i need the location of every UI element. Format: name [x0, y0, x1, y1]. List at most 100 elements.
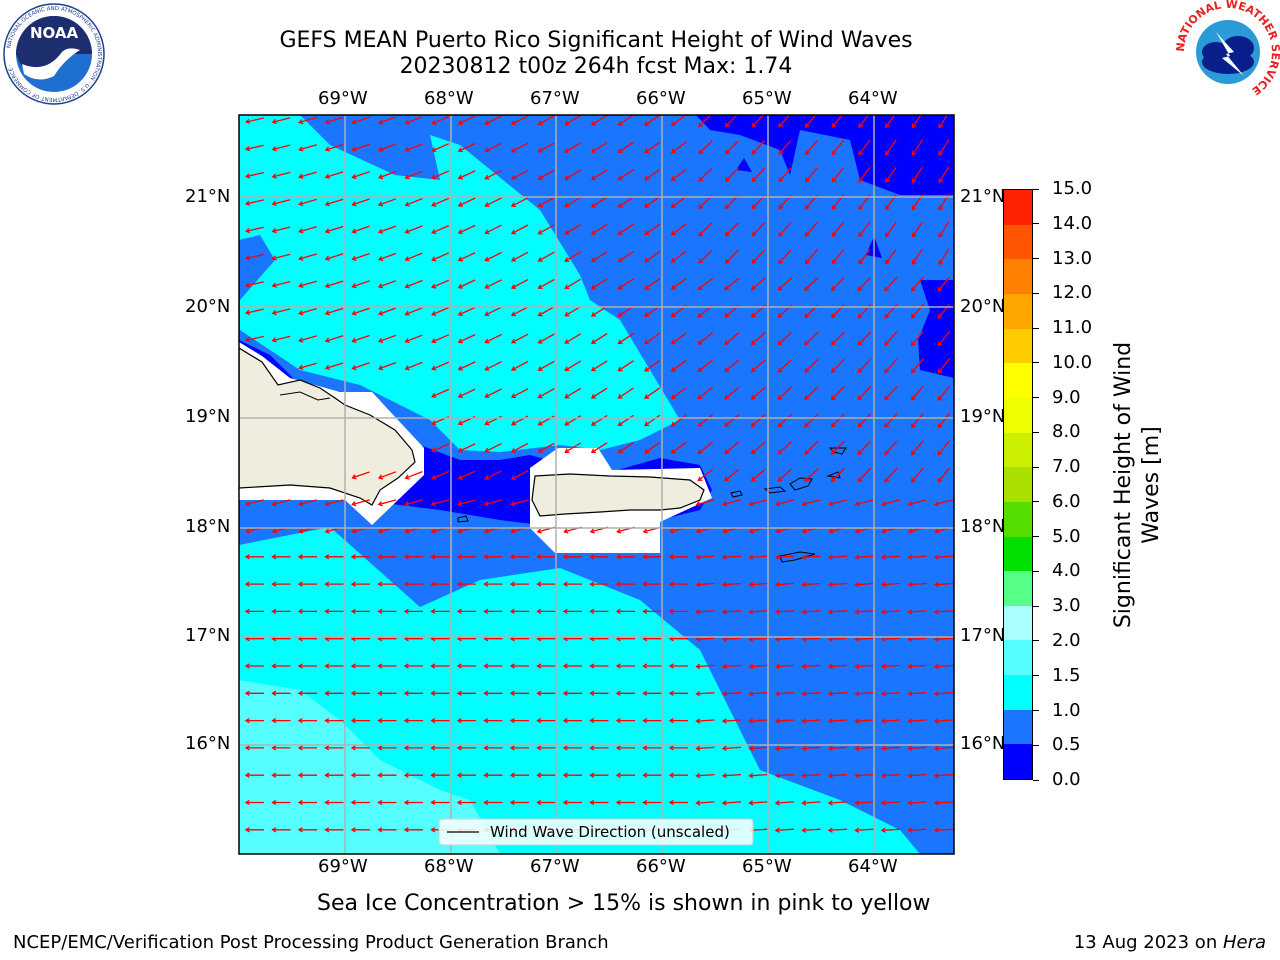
- wave-direction-arrow: [857, 413, 872, 428]
- wave-direction-arrow: [749, 582, 768, 586]
- colorbar-tick-label: 1.5: [1052, 664, 1081, 686]
- colorbar-tick-mark: [1033, 327, 1039, 329]
- wave-direction-arrowhead: [748, 636, 754, 642]
- wave-direction-arrow: [885, 221, 897, 237]
- wave-direction-arrow: [352, 143, 370, 151]
- wave-direction-arrow: [881, 664, 901, 668]
- colorbar-tick-label: 11.0: [1052, 317, 1093, 339]
- wave-direction-arrow: [697, 386, 714, 400]
- wave-direction-arrow: [911, 115, 922, 128]
- wave-direction-arrow: [431, 252, 450, 261]
- wave-direction-arrowhead: [562, 690, 568, 696]
- wave-direction-arrow: [802, 499, 821, 506]
- wave-direction-arrow: [908, 801, 927, 804]
- wave-direction-arrowhead: [880, 745, 886, 751]
- map-legend: Wind Wave Direction (unscaled): [438, 818, 754, 846]
- lon-label: 69°W: [318, 88, 368, 109]
- wave-direction-arrow: [618, 141, 634, 153]
- wave-direction-arrowhead: [801, 800, 807, 806]
- wave-direction-arrow: [458, 334, 476, 343]
- wave-direction-arrowhead: [590, 120, 596, 126]
- wave-direction-arrowhead: [854, 745, 860, 751]
- wave-direction-arrow: [618, 387, 634, 399]
- lat-label: 16°N: [185, 733, 231, 754]
- wave-direction-arrow: [831, 167, 845, 183]
- wave-direction-arrowhead: [885, 150, 890, 156]
- wave-direction-arrow: [458, 499, 476, 506]
- sea-ice-note: Sea Ice Concentration > 15% is shown in …: [317, 891, 931, 916]
- contour-0.0-0.5-north: [696, 115, 954, 195]
- wave-direction-arrow: [431, 197, 450, 207]
- wave-direction-arrowhead: [403, 799, 409, 806]
- wave-direction-arrow: [246, 144, 264, 150]
- wave-direction-arrow: [938, 166, 950, 183]
- wave-direction-arrowhead: [377, 663, 383, 669]
- wave-direction-arrowhead: [907, 528, 913, 534]
- wave-direction-arrowhead: [777, 395, 783, 400]
- wave-direction-arrowhead: [271, 663, 277, 669]
- wave-direction-arrowhead: [377, 745, 383, 751]
- wave-direction-arrowhead: [297, 717, 303, 724]
- wave-direction-arrow: [299, 307, 317, 315]
- wave-direction-arrowhead: [298, 200, 304, 207]
- wave-direction-arrowhead: [724, 258, 730, 264]
- colorbar-tick-label: 15.0: [1052, 178, 1093, 199]
- wave-direction-arrowhead: [880, 663, 886, 670]
- wave-direction-arrowhead: [590, 448, 596, 454]
- wave-direction-arrowhead: [351, 119, 357, 125]
- wave-direction-arrowhead: [484, 393, 490, 399]
- wave-direction-arrow: [802, 555, 821, 559]
- wave-direction-arrowhead: [484, 202, 490, 207]
- wave-direction-arrow: [511, 115, 529, 125]
- wave-direction-arrowhead: [778, 204, 784, 210]
- wave-direction-arrow: [776, 499, 794, 506]
- wave-direction-arrow: [828, 610, 848, 613]
- wave-direction-arrowhead: [244, 745, 250, 751]
- wave-direction-arrowhead: [403, 554, 409, 560]
- wave-direction-arrowhead: [721, 745, 727, 751]
- wave-direction-arrowhead: [430, 554, 436, 560]
- wave-direction-arrow: [458, 361, 476, 371]
- wave-direction-arrow: [272, 144, 291, 151]
- wave-direction-arrowhead: [324, 255, 330, 261]
- wave-direction-arrowhead: [831, 259, 837, 265]
- wave-direction-arrowhead: [804, 367, 810, 373]
- wave-direction-arrow: [724, 359, 740, 372]
- wave-direction-arrowhead: [828, 501, 834, 507]
- colorbar-tick-mark: [1033, 605, 1039, 607]
- wave-direction-arrowhead: [858, 150, 864, 156]
- wave-direction-arrow: [884, 331, 898, 346]
- wave-direction-arrowhead: [911, 205, 917, 211]
- wave-direction-arrowhead: [510, 256, 517, 262]
- colorbar-band: [1004, 536, 1032, 572]
- wave-direction-arrow: [591, 141, 608, 153]
- wave-direction-arrowhead: [510, 120, 517, 126]
- wave-direction-arrowhead: [858, 259, 864, 265]
- wave-direction-arrow: [804, 468, 819, 482]
- wave-direction-arrowhead: [698, 204, 704, 210]
- wave-direction-arrow: [831, 386, 845, 400]
- wave-direction-arrow: [352, 499, 370, 506]
- wave-direction-arrow: [937, 440, 951, 456]
- wave-direction-arrow: [671, 250, 687, 263]
- wave-direction-arrow: [458, 388, 476, 398]
- wave-direction-arrow: [591, 387, 608, 399]
- wave-direction-arrow: [352, 116, 370, 124]
- wave-direction-arrowhead: [750, 394, 756, 400]
- wave-direction-arrowhead: [937, 477, 943, 483]
- wave-direction-arrowhead: [484, 229, 490, 235]
- wave-direction-arrowhead: [536, 608, 542, 615]
- wave-direction-arrow: [405, 197, 423, 206]
- wave-direction-arrowhead: [750, 340, 756, 346]
- wave-direction-arrowhead: [483, 745, 489, 751]
- wave-direction-arrow: [405, 225, 423, 234]
- colorbar-label: Significant Height of Wind Waves [m]: [1111, 341, 1164, 629]
- wave-direction-arrow: [325, 253, 344, 260]
- wave-direction-arrowhead: [938, 232, 944, 238]
- wave-direction-arrowhead: [724, 367, 730, 373]
- wave-direction-arrowhead: [484, 475, 490, 480]
- wave-direction-arrow: [325, 198, 344, 206]
- wave-direction-arrowhead: [858, 232, 864, 238]
- wave-direction-arrow: [538, 278, 555, 289]
- contour-1.0-1.5-south: [239, 527, 920, 854]
